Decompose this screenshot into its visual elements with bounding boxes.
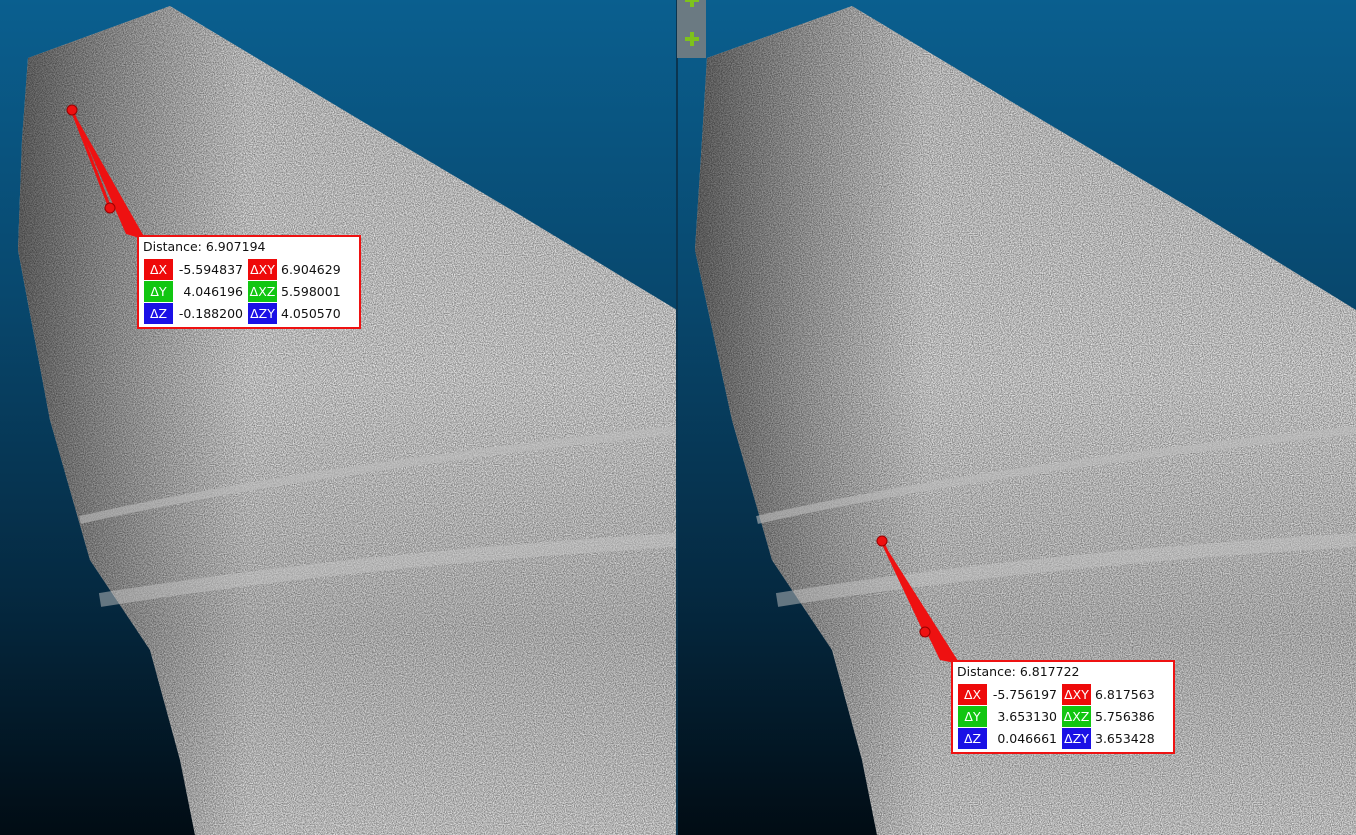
dzy-value: 3.653428 — [1095, 730, 1155, 746]
dy-tag: ΔY — [144, 280, 173, 302]
distance-title: Distance: 6.907194 — [143, 239, 266, 254]
delta-row-z: ΔZ 0.046661 ΔZY 3.653428 — [953, 727, 1173, 749]
distance-label-right[interactable]: Distance: 6.817722 ΔX -5.756197 ΔXY 6.81… — [951, 660, 1175, 754]
delta-row-y: ΔY 3.653130 ΔXZ 5.756386 — [953, 705, 1173, 727]
dx-tag: ΔX — [144, 258, 173, 280]
dxy-tag: ΔXY — [1062, 683, 1091, 705]
right-3d-viewport[interactable] — [677, 0, 1356, 835]
dxz-value: 5.598001 — [281, 283, 341, 299]
dzy-tag: ΔZY — [248, 302, 277, 324]
dzy-tag: ΔZY — [1062, 727, 1091, 749]
dx-value: -5.756197 — [992, 686, 1057, 702]
dzy-value: 4.050570 — [281, 305, 341, 321]
distance-label-left[interactable]: Distance: 6.907194 ΔX -5.594837 ΔXY 6.90… — [137, 235, 361, 329]
dz-tag: ΔZ — [958, 727, 987, 749]
delta-row-x: ΔX -5.594837 ΔXY 6.904629 — [139, 258, 359, 280]
viewport-divider — [676, 0, 678, 835]
view-toolbar — [677, 0, 706, 58]
dxy-value: 6.817563 — [1095, 686, 1155, 702]
dy-value: 3.653130 — [997, 708, 1057, 724]
dxy-value: 6.904629 — [281, 261, 341, 277]
dxz-tag: ΔXZ — [1062, 705, 1091, 727]
dy-value: 4.046196 — [183, 283, 243, 299]
dz-tag: ΔZ — [144, 302, 173, 324]
distance-title: Distance: 6.817722 — [957, 664, 1080, 679]
dxz-tag: ΔXZ — [248, 280, 277, 302]
plus-icon[interactable] — [684, 0, 700, 8]
point-cloud-left — [18, 6, 677, 835]
delta-row-z: ΔZ -0.188200 ΔZY 4.050570 — [139, 302, 359, 324]
plus-icon[interactable] — [684, 31, 700, 47]
left-3d-viewport[interactable] — [0, 0, 677, 835]
dxz-value: 5.756386 — [1095, 708, 1155, 724]
delta-row-x: ΔX -5.756197 ΔXY 6.817563 — [953, 683, 1173, 705]
delta-row-y: ΔY 4.046196 ΔXZ 5.598001 — [139, 280, 359, 302]
dz-value: 0.046661 — [997, 730, 1057, 746]
point-cloud-right — [695, 6, 1356, 835]
dx-tag: ΔX — [958, 683, 987, 705]
dy-tag: ΔY — [958, 705, 987, 727]
dz-value: -0.188200 — [178, 305, 243, 321]
dxy-tag: ΔXY — [248, 258, 277, 280]
dx-value: -5.594837 — [178, 261, 243, 277]
